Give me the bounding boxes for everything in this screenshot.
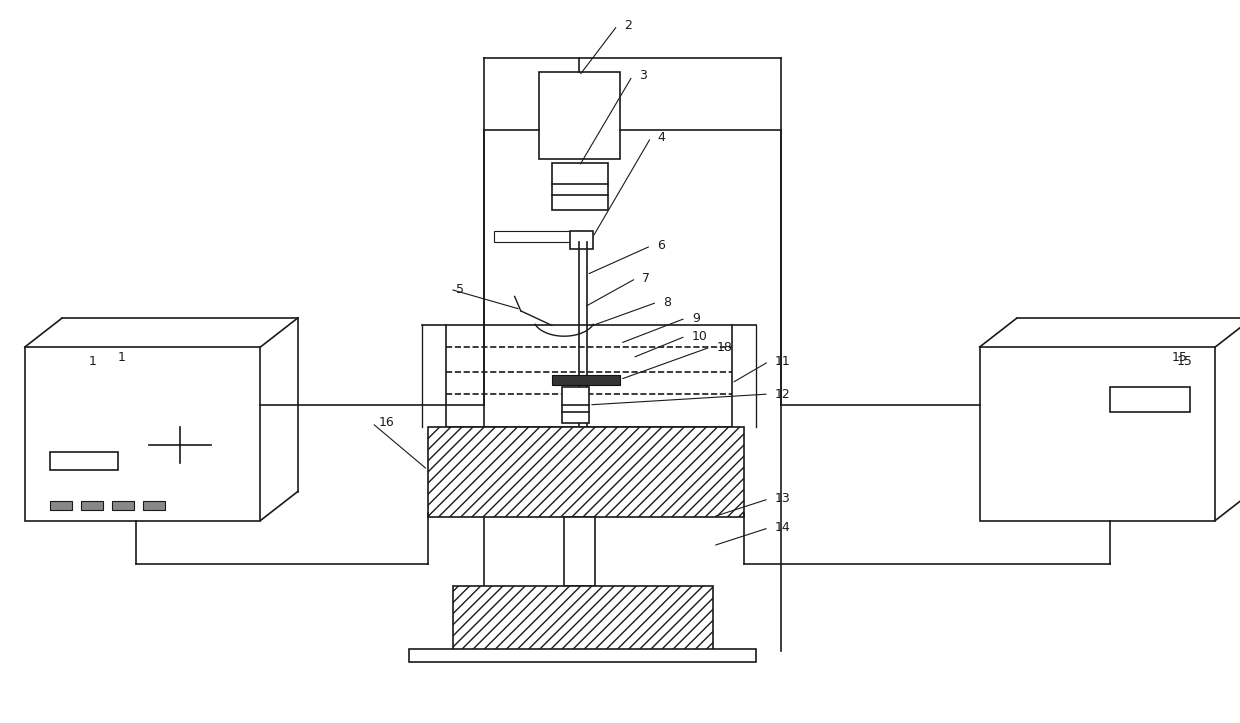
Bar: [50, 501, 72, 510]
Bar: [453, 586, 713, 651]
Bar: [539, 72, 620, 159]
Text: 4: 4: [657, 131, 665, 144]
Bar: [50, 452, 118, 470]
Bar: [81, 501, 103, 510]
Bar: [552, 375, 620, 385]
Text: 6: 6: [657, 239, 665, 252]
Text: 7: 7: [642, 272, 650, 285]
Circle shape: [1142, 460, 1177, 480]
Bar: [494, 231, 587, 242]
Text: 8: 8: [663, 296, 671, 309]
Circle shape: [1002, 403, 1032, 421]
Bar: [552, 163, 608, 210]
Text: 15: 15: [1172, 351, 1188, 364]
Text: 2: 2: [624, 19, 631, 32]
Text: 10: 10: [692, 330, 708, 343]
Bar: [409, 649, 756, 662]
Text: 9: 9: [692, 312, 699, 325]
Text: 3: 3: [639, 69, 646, 82]
Bar: [112, 501, 134, 510]
Circle shape: [1033, 403, 1063, 421]
Text: 18: 18: [717, 341, 733, 354]
Text: 11: 11: [775, 355, 791, 368]
Bar: [1110, 387, 1190, 412]
Text: 12: 12: [775, 388, 791, 401]
Text: 1: 1: [89, 355, 97, 368]
Text: 15: 15: [1177, 355, 1192, 368]
Text: 14: 14: [775, 521, 791, 534]
Text: 16: 16: [378, 416, 394, 429]
Text: 5: 5: [456, 283, 464, 296]
Circle shape: [1064, 403, 1094, 421]
Bar: [143, 501, 165, 510]
Circle shape: [1002, 382, 1032, 399]
Circle shape: [1033, 382, 1063, 399]
Bar: [980, 347, 1215, 521]
Text: 1: 1: [118, 351, 125, 364]
Bar: [428, 427, 744, 517]
Text: 13: 13: [775, 492, 791, 505]
Bar: [562, 387, 589, 423]
Bar: [564, 517, 595, 586]
Bar: [570, 231, 593, 249]
Bar: [25, 347, 260, 521]
